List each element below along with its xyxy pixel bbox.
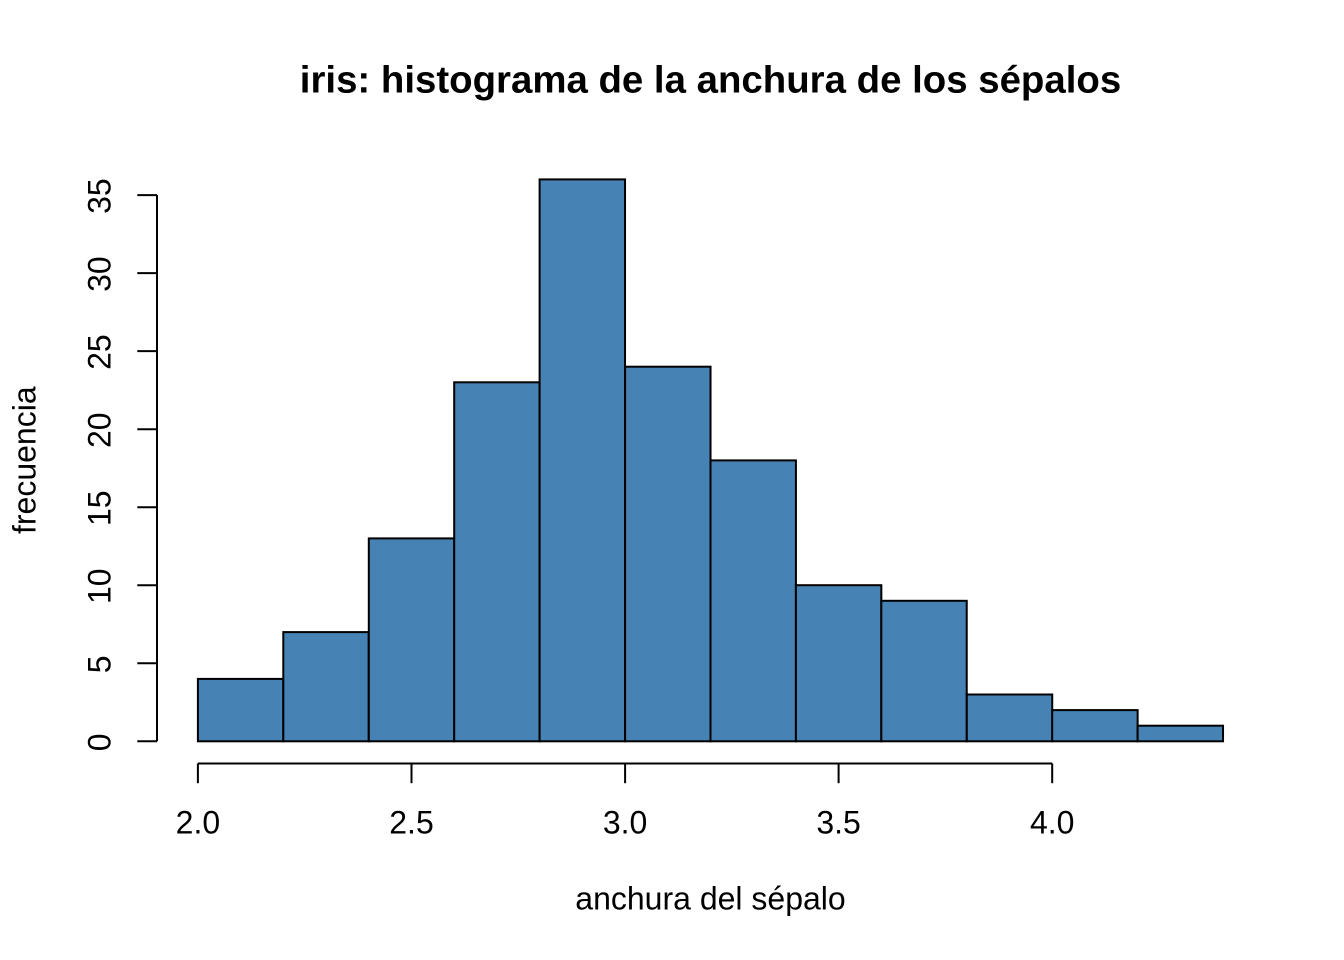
svg-text:5: 5	[82, 655, 118, 673]
svg-text:20: 20	[82, 412, 118, 448]
svg-text:anchura del sépalo: anchura del sépalo	[575, 881, 845, 917]
svg-text:3.0: 3.0	[603, 805, 647, 841]
svg-text:0: 0	[82, 733, 118, 751]
svg-text:15: 15	[82, 490, 118, 526]
svg-text:10: 10	[82, 568, 118, 604]
svg-text:frecuencia: frecuencia	[7, 386, 43, 534]
svg-text:iris: histograma de la anchura: iris: histograma de la anchura de los sé…	[300, 58, 1121, 101]
svg-text:2.5: 2.5	[389, 805, 433, 841]
svg-text:4.0: 4.0	[1030, 805, 1074, 841]
svg-text:30: 30	[82, 256, 118, 292]
svg-text:2.0: 2.0	[176, 805, 220, 841]
svg-text:25: 25	[82, 334, 118, 370]
svg-text:3.5: 3.5	[816, 805, 860, 841]
svg-text:35: 35	[82, 178, 118, 214]
